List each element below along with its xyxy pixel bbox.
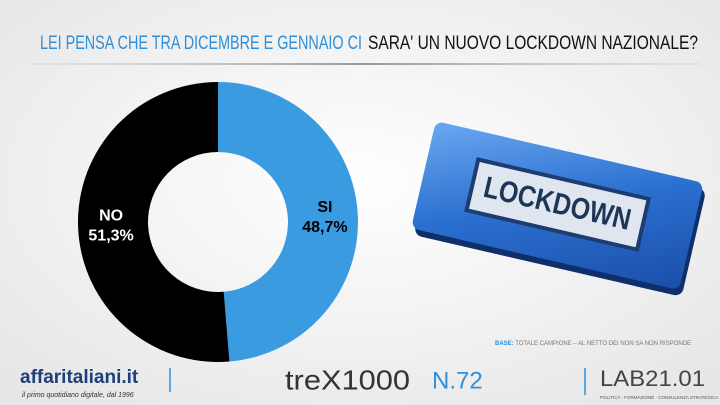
lockdown-image: LOCKDOWN (412, 122, 705, 296)
donut-slice (78, 82, 230, 362)
note: BASE: TOTALE CAMPIONE – AL NETTO DEI NON… (495, 341, 691, 347)
slice-label: SI (317, 199, 332, 216)
title-part: LEI PENSA CHE TRA DICEMBRE E GENNAIO CI (40, 33, 362, 54)
slice-value-label: 48,7% (302, 219, 347, 236)
title-part: SARA' UN NUOVO LOCKDOWN NAZIONALE? (368, 33, 698, 54)
donut-chart: SI 48,7% NO 51,3% (78, 82, 359, 362)
donut-slice (218, 82, 359, 362)
stamp (464, 157, 652, 253)
issue-number: N.72 (432, 367, 483, 394)
brand: affaritaliani.it (20, 367, 139, 388)
note-label: BASE: (495, 341, 514, 347)
lab-logo: LAB21.01 (600, 366, 705, 391)
logo: treX1000 (285, 364, 410, 395)
lab-tagline: POLITICA · FORMAZIONE · CONSULENZA STRAT… (600, 395, 718, 400)
slice-value-label: 51,3% (88, 228, 133, 245)
title-rule (30, 63, 700, 65)
slice-label: NO (99, 208, 123, 225)
note-text: TOTALE CAMPIONE – AL NETTO DEI NON SA NO… (515, 341, 691, 347)
brand-tagline: il primo quotidiano digitale, dal 1996 (22, 392, 134, 399)
